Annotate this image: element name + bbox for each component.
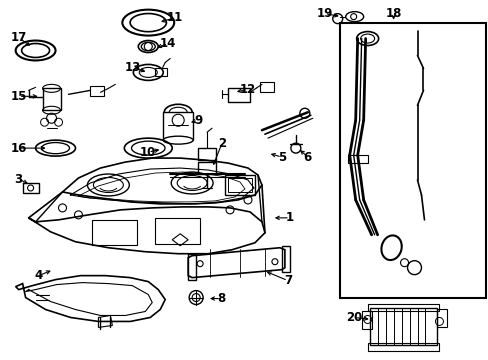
Text: 2: 2: [218, 137, 225, 150]
Bar: [198, 148, 216, 160]
Text: 5: 5: [277, 150, 285, 163]
Bar: [92, 220, 137, 245]
Bar: [339, 23, 486, 298]
Text: 19: 19: [316, 7, 332, 20]
Bar: [90, 86, 104, 96]
Text: 1: 1: [285, 211, 293, 224]
Text: 13: 13: [124, 61, 140, 74]
Text: 9: 9: [194, 114, 202, 127]
Bar: [42, 88, 61, 110]
Bar: [367, 303, 439, 311]
Bar: [347, 155, 367, 163]
Bar: [22, 183, 39, 193]
Bar: [369, 307, 437, 345]
Bar: [367, 343, 439, 351]
Text: 7: 7: [283, 274, 291, 287]
Bar: [198, 162, 216, 174]
Bar: [155, 218, 200, 244]
Text: 14: 14: [160, 37, 176, 50]
Bar: [361, 311, 371, 329]
Text: 8: 8: [217, 292, 225, 305]
Bar: [260, 82, 273, 92]
Bar: [437, 310, 447, 328]
Text: 3: 3: [15, 172, 22, 185]
Text: 12: 12: [240, 83, 256, 96]
Bar: [155, 68, 167, 76]
Text: 15: 15: [10, 90, 27, 103]
Text: 16: 16: [10, 141, 27, 155]
Text: 11: 11: [167, 11, 183, 24]
Bar: [227, 178, 251, 192]
Bar: [281, 246, 289, 272]
Bar: [163, 112, 193, 140]
Ellipse shape: [169, 107, 187, 117]
Text: 4: 4: [34, 269, 42, 282]
Text: 17: 17: [11, 31, 27, 44]
Text: 6: 6: [303, 150, 311, 163]
Bar: [227, 88, 249, 102]
Ellipse shape: [163, 136, 193, 144]
Bar: [224, 175, 254, 195]
Ellipse shape: [164, 104, 192, 120]
Bar: [188, 254, 196, 280]
Text: 20: 20: [346, 311, 362, 324]
Text: 18: 18: [385, 7, 401, 20]
Text: 10: 10: [140, 145, 156, 159]
